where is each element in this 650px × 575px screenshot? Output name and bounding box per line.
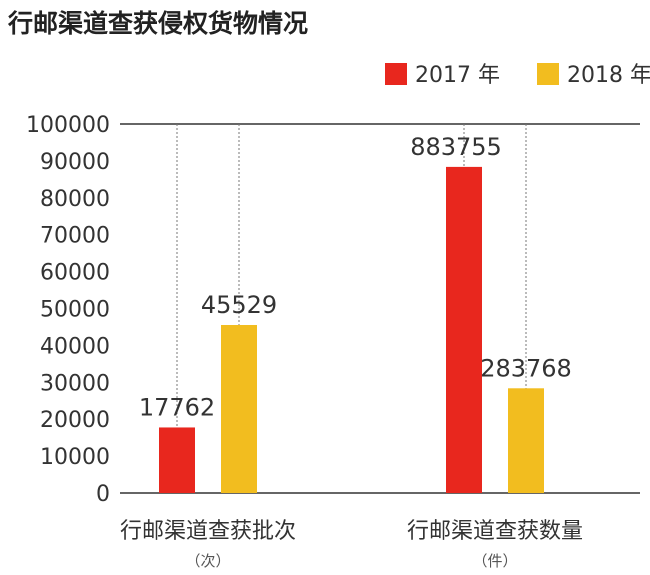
bar-2-2 xyxy=(508,388,544,493)
bar-1-1 xyxy=(159,427,195,493)
legend-swatch-1 xyxy=(385,63,407,85)
y-tick-label: 30000 xyxy=(40,371,110,396)
bar-2-1 xyxy=(221,324,257,493)
legend-swatch-2 xyxy=(537,63,559,85)
data-label: 883755 xyxy=(410,133,502,161)
legend: 2017 年 2018 年 xyxy=(385,63,650,88)
x-axis: 行邮渠道查获批次 （次） 行邮渠道查获数量 （件） xyxy=(120,519,583,570)
x-category-label: 行邮渠道查获数量 xyxy=(407,519,583,544)
chart-title: 行邮渠道查获侵权货物情况 xyxy=(7,9,308,38)
bars xyxy=(159,166,544,494)
y-tick-label: 80000 xyxy=(40,187,110,212)
y-tick-label: 60000 xyxy=(40,261,110,286)
y-tick-label: 10000 xyxy=(40,445,110,470)
x-category-unit: （件） xyxy=(472,552,517,570)
data-label: 283768 xyxy=(480,354,572,382)
data-labels: 17762 45529 883755 283768 xyxy=(139,133,572,422)
data-label: 17762 xyxy=(139,393,215,421)
y-tick-label: 50000 xyxy=(40,298,110,323)
y-tick-label: 90000 xyxy=(40,150,110,175)
data-label: 45529 xyxy=(201,291,277,319)
y-tick-label: 100000 xyxy=(26,113,110,138)
legend-label-1: 2017 年 xyxy=(415,63,500,88)
x-category-unit: （次） xyxy=(185,552,230,570)
y-tick-label: 70000 xyxy=(40,224,110,249)
legend-label-2: 2018 年 xyxy=(567,63,650,88)
y-tick-label: 40000 xyxy=(40,334,110,359)
y-tick-label: 20000 xyxy=(40,408,110,433)
bar-1-2 xyxy=(446,166,482,494)
y-tick-label: 0 xyxy=(96,482,110,507)
x-category-label: 行邮渠道查获批次 xyxy=(120,519,296,544)
y-axis: 0 10000 20000 30000 40000 50000 60000 70000 8000… xyxy=(26,113,640,507)
